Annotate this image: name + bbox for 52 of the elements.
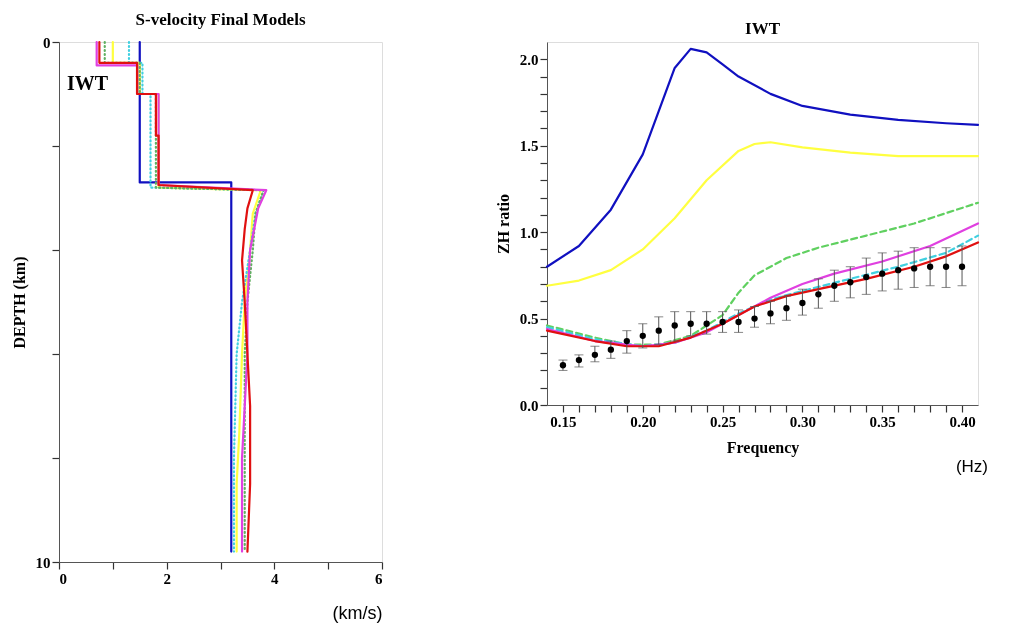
y-tick-label: 1.5 xyxy=(519,138,539,155)
y-tick-label: 2.0 xyxy=(519,51,539,68)
point xyxy=(831,282,838,289)
point xyxy=(942,263,950,270)
x-tick-label: 0.40 xyxy=(949,413,976,430)
point xyxy=(926,263,934,270)
point xyxy=(639,332,646,340)
point xyxy=(815,291,822,298)
point xyxy=(735,318,742,326)
point xyxy=(879,270,886,277)
point xyxy=(607,346,615,353)
line-series xyxy=(545,47,980,268)
y-tick-label: 10 xyxy=(35,554,51,571)
y-tick-label: 0.5 xyxy=(519,311,539,328)
chart-title: S-velocity Final Models xyxy=(135,10,306,29)
point xyxy=(910,265,918,272)
x-tick-label: 6 xyxy=(375,570,383,587)
x-tick-label: 0 xyxy=(59,570,67,587)
x-tick-label: 0.20 xyxy=(630,413,657,430)
y-axis-title: ZH ratio xyxy=(494,194,512,254)
line-series xyxy=(545,141,980,287)
point xyxy=(671,322,678,329)
point xyxy=(591,351,599,359)
point xyxy=(687,320,694,327)
annotation: IWT xyxy=(67,72,109,94)
point xyxy=(623,337,630,345)
point xyxy=(767,310,774,317)
x-tick-label: 2 xyxy=(163,570,171,587)
y-axis-title: DEPTH (km) xyxy=(10,256,29,349)
point xyxy=(783,305,790,312)
x-tick-label: 0.35 xyxy=(869,413,896,430)
point xyxy=(799,299,806,307)
chart-title: IWT xyxy=(745,19,781,38)
point xyxy=(655,327,662,334)
text: (Hz) xyxy=(955,457,988,476)
x-tick-label: 0.30 xyxy=(789,413,817,430)
x-axis-title: Frequency xyxy=(726,438,800,457)
x-tick-label: 4 xyxy=(271,570,280,587)
x-tick-label: 0.25 xyxy=(709,413,737,430)
line-series xyxy=(545,201,980,346)
point xyxy=(847,279,854,286)
point xyxy=(895,267,902,274)
point xyxy=(703,320,710,327)
y-tick-label: 0.0 xyxy=(519,397,539,414)
point xyxy=(575,356,583,364)
y-tick-label: 1.0 xyxy=(519,224,539,241)
point xyxy=(958,263,966,270)
x-axis-title: (km/s) xyxy=(332,602,383,623)
point xyxy=(751,315,758,322)
x-tick-label: 0.15 xyxy=(550,413,577,430)
point xyxy=(863,273,870,281)
point xyxy=(719,318,726,326)
